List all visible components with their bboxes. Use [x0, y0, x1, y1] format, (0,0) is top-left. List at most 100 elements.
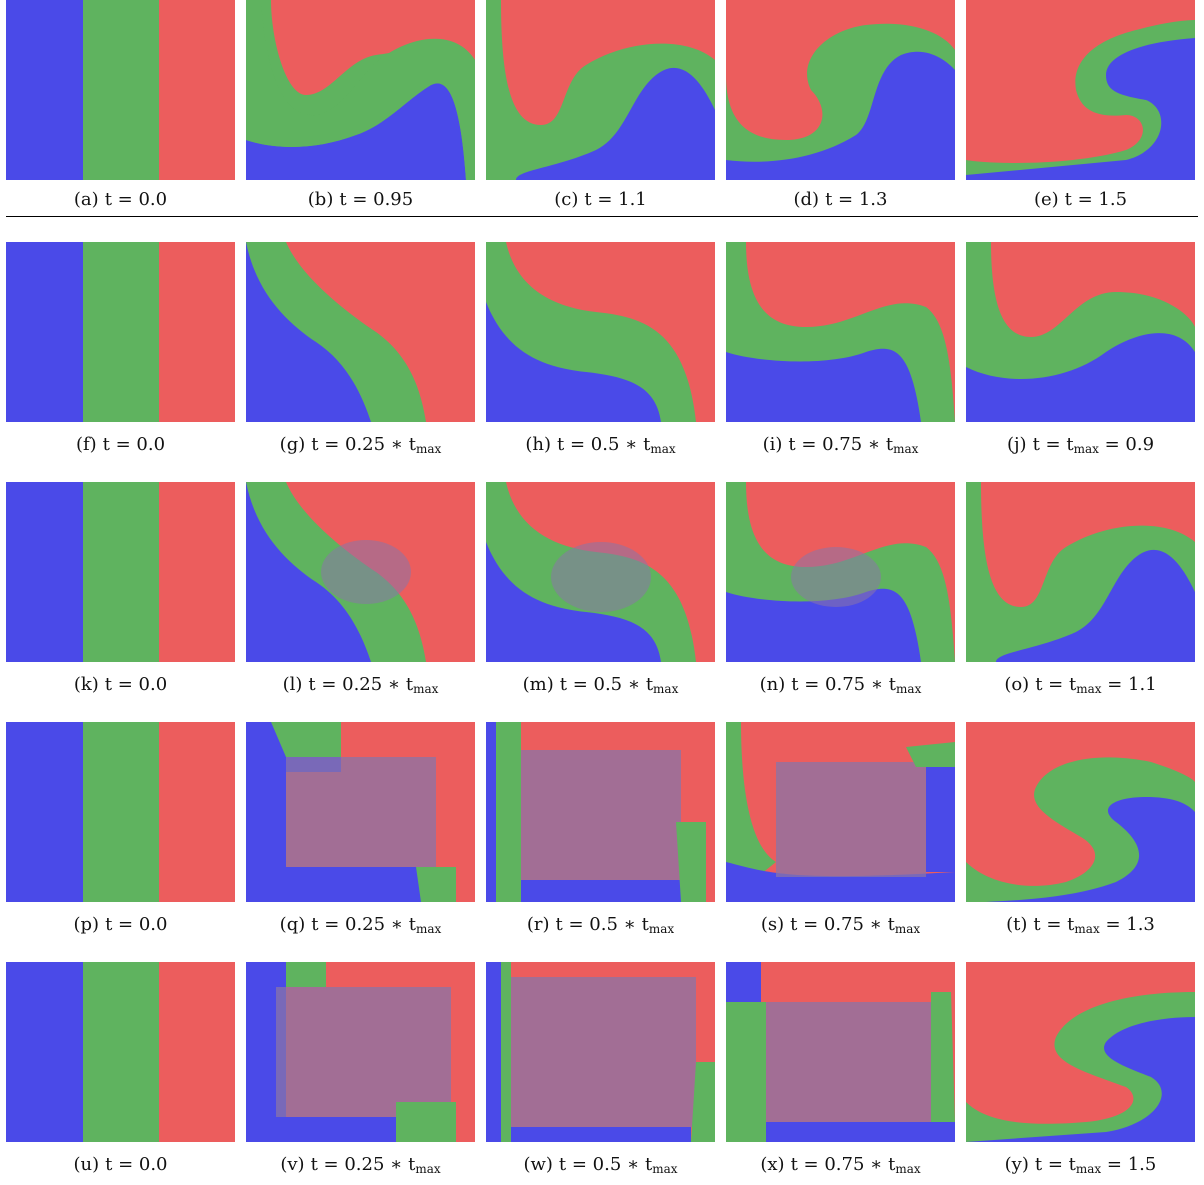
panel-x	[726, 962, 955, 1142]
caption-equation: t = 0.25 ∗ t	[310, 1154, 416, 1175]
panel-d	[726, 0, 955, 180]
caption-l: (l) t = 0.25 ∗ tmax	[243, 674, 478, 700]
caption-equation: t = t	[1032, 434, 1074, 455]
caption-c: (c) t = 1.1	[483, 189, 718, 211]
caption-tag: (q)	[279, 914, 306, 935]
panel-w	[486, 962, 715, 1142]
caption-tag: (j)	[1006, 434, 1027, 455]
caption-subscript: max	[650, 442, 676, 456]
caption-equation: t = 1.5	[1064, 189, 1128, 210]
panel-h	[486, 242, 715, 422]
caption-equation: t = 0.75 ∗ t	[790, 914, 895, 935]
panel-o	[966, 482, 1195, 662]
caption-subscript: max	[1073, 442, 1099, 456]
panel-p	[6, 722, 235, 902]
caption-subscript: max	[415, 1162, 441, 1176]
panel-m	[486, 482, 715, 662]
caption-tag: (c)	[554, 189, 579, 210]
caption-g: (g) t = 0.25 ∗ tmax	[243, 434, 478, 460]
caption-tag: (u)	[73, 1154, 100, 1175]
caption-equation: t = 1.3	[825, 189, 888, 210]
caption-tag: (v)	[280, 1154, 305, 1175]
caption-subscript: max	[895, 1162, 921, 1176]
panel-i	[726, 242, 955, 422]
panel-y	[966, 962, 1195, 1142]
caption-equation: t = 0.0	[105, 914, 168, 935]
caption-tag: (g)	[279, 434, 306, 455]
caption-tag: (r)	[526, 914, 550, 935]
caption-subscript: max	[1076, 682, 1102, 696]
caption-equation: t = 0.5 ∗ t	[557, 434, 651, 455]
caption-subscript: max	[413, 682, 439, 696]
caption-equation: t = 0.25 ∗ t	[311, 914, 416, 935]
caption-tag: (e)	[1033, 189, 1059, 210]
caption-tag: (n)	[759, 674, 786, 695]
caption-s: (s) t = 0.75 ∗ tmax	[723, 914, 958, 940]
panel-s	[726, 722, 955, 902]
caption-tag: (o)	[1004, 674, 1030, 695]
panel-l	[246, 482, 475, 662]
caption-equation: t = 0.0	[104, 674, 168, 695]
caption-subscript: max	[893, 442, 919, 456]
caption-equation: t = 0.0	[105, 1154, 168, 1175]
caption-tail: = 1.3	[1099, 914, 1155, 935]
caption-n: (n) t = 0.75 ∗ tmax	[723, 674, 958, 700]
caption-tag: (h)	[525, 434, 552, 455]
caption-j: (j) t = tmax = 0.9	[963, 434, 1198, 460]
panel-e	[966, 0, 1195, 180]
caption-h: (h) t = 0.5 ∗ tmax	[483, 434, 718, 460]
caption-y: (y) t = tmax = 1.5	[963, 1154, 1198, 1180]
panel-r	[486, 722, 715, 902]
caption-equation: t = 0.0	[102, 434, 166, 455]
caption-tag: (a)	[73, 189, 99, 210]
panel-t	[966, 722, 1195, 902]
caption-k: (k) t = 0.0	[3, 674, 238, 696]
caption-equation: t = 0.75 ∗ t	[791, 674, 897, 695]
panel-f	[6, 242, 235, 422]
panel-k	[6, 482, 235, 662]
caption-tail: = 0.9	[1098, 434, 1155, 455]
caption-equation: t = t	[1035, 674, 1077, 695]
caption-t: (t) t = tmax = 1.3	[963, 914, 1198, 940]
panel-a	[6, 0, 235, 180]
caption-subscript: max	[896, 682, 922, 696]
caption-i: (i) t = 0.75 ∗ tmax	[723, 434, 958, 460]
caption-equation: t = 0.75 ∗ t	[788, 434, 894, 455]
caption-m: (m) t = 0.5 ∗ tmax	[483, 674, 718, 700]
caption-subscript: max	[648, 922, 675, 936]
caption-tag: (d)	[793, 189, 820, 210]
caption-subscript: max	[416, 442, 442, 456]
caption-equation: t = 0.75 ∗ t	[790, 1154, 896, 1175]
caption-tag: (m)	[522, 674, 554, 695]
caption-equation: t = 0.25 ∗ t	[311, 434, 416, 455]
caption-tag: (i)	[762, 434, 783, 455]
caption-tag: (s)	[760, 914, 785, 935]
caption-equation: t = 0.0	[104, 189, 168, 210]
panel-g	[246, 242, 475, 422]
caption-tag: (y)	[1004, 1154, 1029, 1175]
caption-b: (b) t = 0.95	[243, 189, 478, 211]
caption-p: (p) t = 0.0	[3, 914, 238, 936]
caption-subscript: max	[653, 682, 679, 696]
caption-subscript: max	[652, 1162, 678, 1176]
caption-f: (f) t = 0.0	[3, 434, 238, 456]
caption-subscript: max	[1074, 922, 1100, 936]
caption-w: (w) t = 0.5 ∗ tmax	[483, 1154, 718, 1180]
caption-tag: (x)	[760, 1154, 785, 1175]
caption-tag: (w)	[523, 1154, 553, 1175]
separator-rule	[6, 216, 1198, 217]
panel-n	[726, 482, 955, 662]
caption-equation: t = t	[1034, 1154, 1076, 1175]
panel-c	[486, 0, 715, 180]
caption-equation: t = 1.1	[584, 189, 647, 210]
caption-tail: = 1.5	[1101, 1154, 1157, 1175]
caption-u: (u) t = 0.0	[3, 1154, 238, 1176]
caption-tag: (k)	[73, 674, 99, 695]
caption-tag: (t)	[1006, 914, 1028, 935]
caption-e: (e) t = 1.5	[963, 189, 1198, 211]
caption-q: (q) t = 0.25 ∗ tmax	[243, 914, 478, 940]
caption-o: (o) t = tmax = 1.1	[963, 674, 1198, 700]
caption-equation: t = t	[1033, 914, 1075, 935]
caption-r: (r) t = 0.5 ∗ tmax	[483, 914, 718, 940]
caption-tag: (p)	[73, 914, 100, 935]
